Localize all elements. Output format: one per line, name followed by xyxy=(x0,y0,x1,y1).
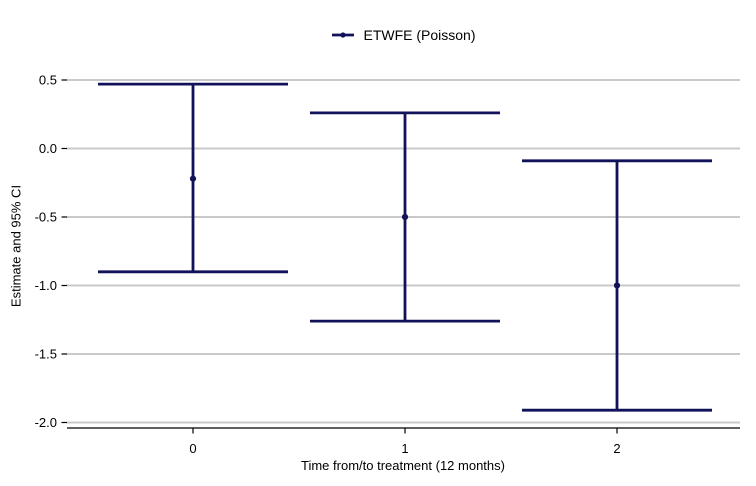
errorbar-group-x1 xyxy=(310,111,500,323)
y-tick-label: -1.0 xyxy=(35,278,57,293)
legend-key-pointrange-icon xyxy=(331,29,355,41)
y-axis-title: Estimate and 95% CI xyxy=(8,184,24,308)
point-estimate xyxy=(189,175,197,182)
y-tick-label: -0.5 xyxy=(35,210,57,225)
legend: ETWFE (Poisson) xyxy=(67,26,740,44)
legend-label: ETWFE (Poisson) xyxy=(363,27,476,43)
legend-key-point xyxy=(340,32,347,38)
y-tick-label: 0.5 xyxy=(39,73,57,88)
errorbar-group-x0 xyxy=(98,82,288,274)
legend-key-svg xyxy=(332,32,355,38)
x-tick-label: 2 xyxy=(613,441,620,456)
errorbar-group-x2 xyxy=(522,159,712,412)
x-tick-label: 1 xyxy=(401,441,408,456)
x-axis-title: Time from/to treatment (12 months) xyxy=(301,458,505,473)
point-estimate xyxy=(401,213,409,221)
y-tick-label: -1.5 xyxy=(35,347,57,362)
y-tick-label: -2.0 xyxy=(35,415,57,430)
x-tick-label: 0 xyxy=(189,441,196,456)
point-estimate xyxy=(613,282,621,289)
y-tick-label: 0.0 xyxy=(39,141,57,156)
